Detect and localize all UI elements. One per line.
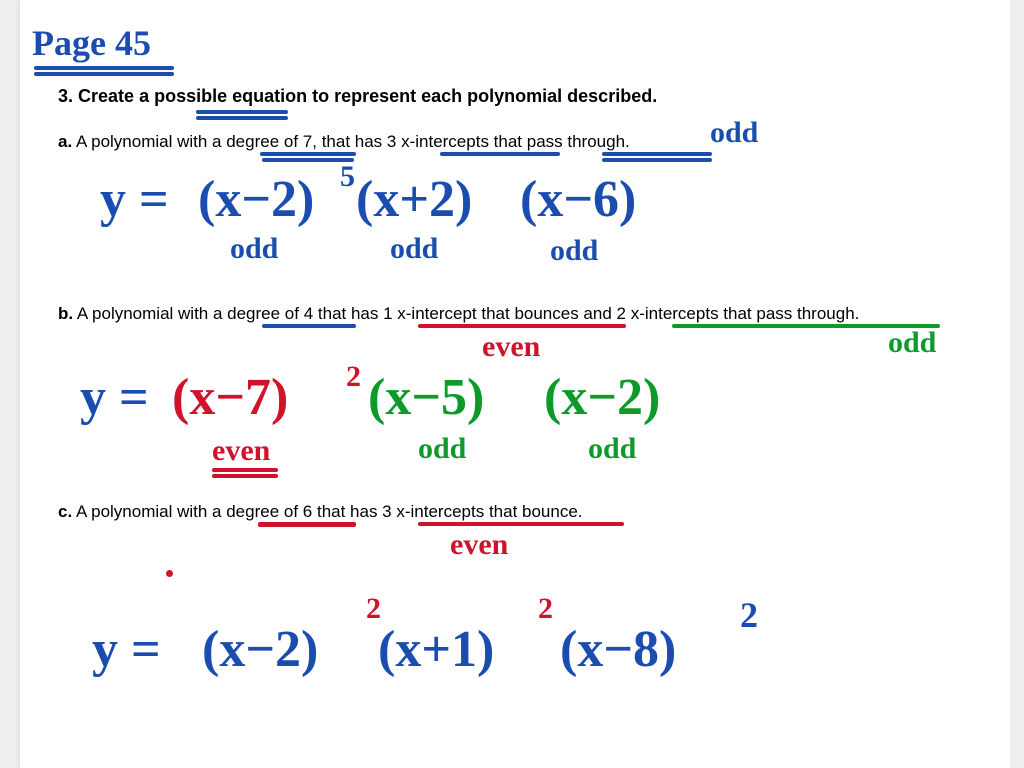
b-underline-degree4: [262, 324, 356, 328]
a-exp1: 5: [340, 160, 355, 194]
part-b-text: A polynomial with a degree of 4 that has…: [77, 304, 859, 323]
a-underline-degree7: [260, 152, 356, 156]
b-note1-ul2: [212, 474, 278, 478]
paper: Page 45 3. Create a possible equation to…: [20, 0, 1010, 768]
page-label-underline-2: [34, 72, 174, 76]
part-a-label: a.: [58, 132, 72, 151]
b-anno-odd: odd: [888, 326, 936, 360]
b-underline-bounces: [418, 324, 626, 328]
b-note2: odd: [418, 432, 466, 466]
b-factor2: (x−5): [368, 368, 484, 427]
c-dot: [166, 570, 173, 577]
b-anno-even: even: [482, 330, 540, 364]
part-b-prompt: b. A polynomial with a degree of 4 that …: [58, 304, 1000, 324]
a-note3: odd: [550, 234, 598, 268]
question-number: 3.: [58, 86, 73, 106]
c-anno-even: even: [450, 528, 508, 562]
c-underline-bounce: [418, 522, 624, 526]
c-factor2: (x+1): [378, 620, 494, 679]
c-lhs: y =: [92, 620, 161, 679]
question-title: 3. Create a possible equation to represe…: [58, 86, 657, 107]
b-factor1: (x−7): [172, 368, 288, 427]
a-factor1: (x−2): [198, 170, 314, 229]
page-label-underline-1: [34, 66, 174, 70]
a-underline-pass2: [602, 158, 712, 162]
b-note1: even: [212, 434, 270, 468]
b-lhs: y =: [80, 368, 149, 427]
a-factor2: (x+2): [356, 170, 472, 229]
a-annotation-odd: odd: [710, 116, 758, 150]
a-note2: odd: [390, 232, 438, 266]
part-c-text: A polynomial with a degree of 6 that has…: [76, 502, 583, 521]
c-exp2: 2: [538, 592, 553, 626]
b-note1-ul1: [212, 468, 278, 472]
c-exp3: 2: [740, 594, 758, 636]
a-factor3: (x−6): [520, 170, 636, 229]
c-underline-degree6: [258, 522, 356, 527]
part-a-text: A polynomial with a degree of 7, that ha…: [76, 132, 630, 151]
part-b-label: b.: [58, 304, 73, 323]
b-note3: odd: [588, 432, 636, 466]
c-factor1: (x−2): [202, 620, 318, 679]
question-text: Create a possible equation to represent …: [78, 86, 657, 106]
c-factor3: (x−8): [560, 620, 676, 679]
title-underline: [196, 110, 288, 114]
a-underline-pass: [602, 152, 712, 156]
a-lhs: y =: [100, 170, 169, 229]
page-label-handwritten: Page 45: [32, 22, 151, 64]
part-a-prompt: a. A polynomial with a degree of 7, that…: [58, 132, 630, 152]
a-note1: odd: [230, 232, 278, 266]
part-c-prompt: c. A polynomial with a degree of 6 that …: [58, 502, 583, 522]
b-factor3: (x−2): [544, 368, 660, 427]
b-exp1: 2: [346, 360, 361, 394]
part-c-label: c.: [58, 502, 72, 521]
a-underline-3xint: [440, 152, 560, 156]
